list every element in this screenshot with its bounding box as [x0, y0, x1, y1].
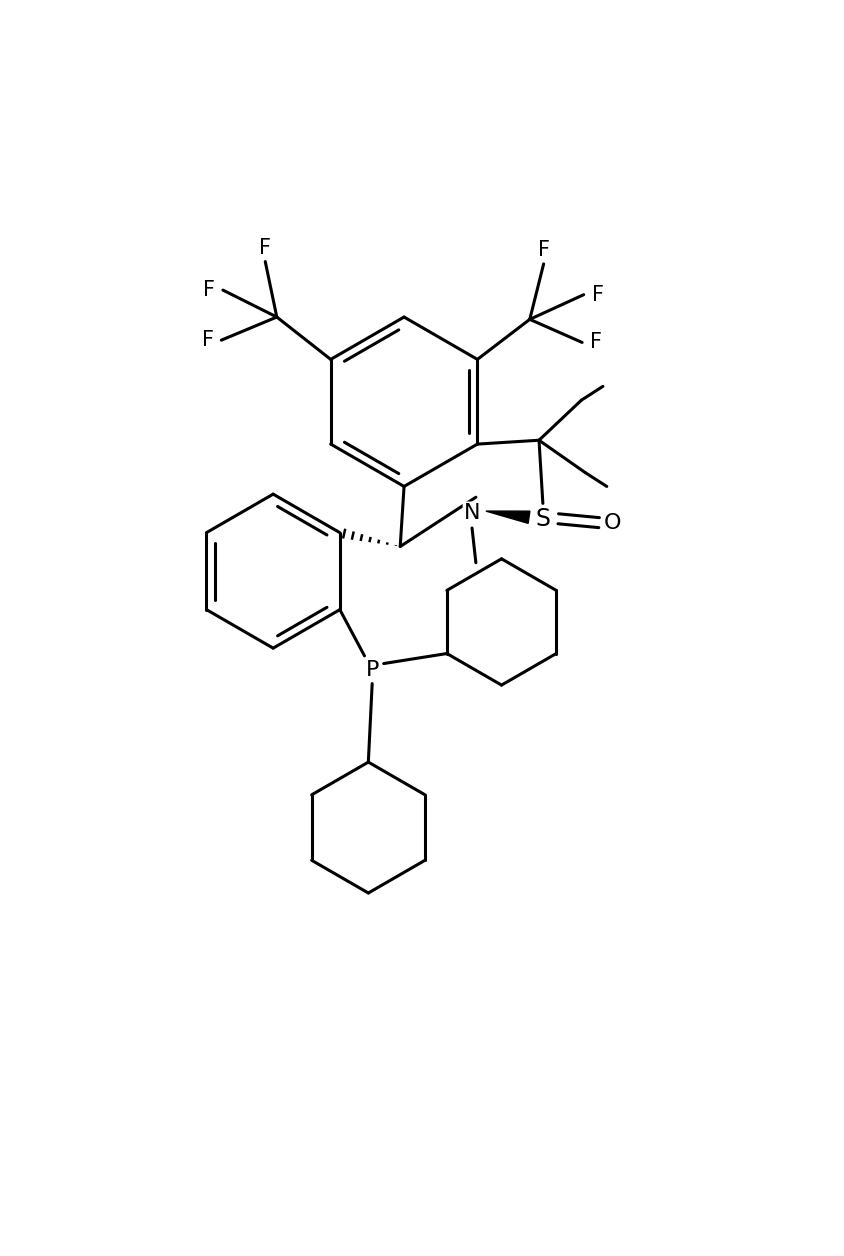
Text: F: F [202, 330, 214, 350]
Text: F: F [259, 237, 271, 257]
Text: F: F [203, 280, 215, 300]
Polygon shape [486, 511, 530, 524]
Text: P: P [365, 659, 379, 679]
Text: F: F [592, 285, 603, 305]
Text: N: N [463, 502, 480, 522]
Text: S: S [535, 506, 550, 531]
Text: F: F [590, 333, 602, 353]
Text: O: O [603, 512, 621, 533]
Text: F: F [538, 240, 549, 260]
